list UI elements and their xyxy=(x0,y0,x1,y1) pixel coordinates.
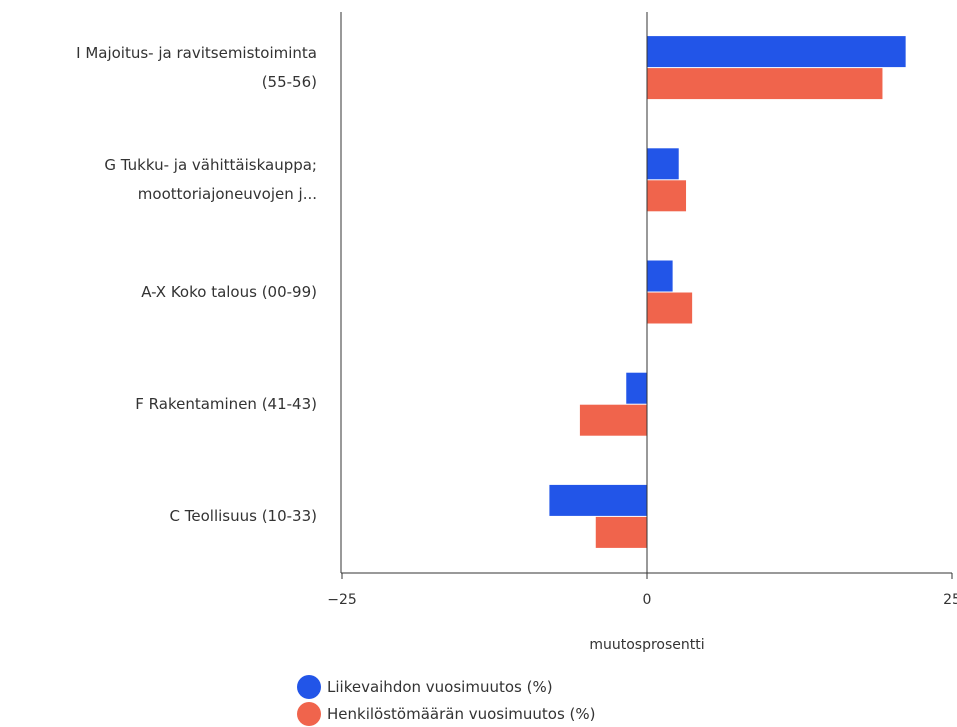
legend-swatch xyxy=(297,702,321,726)
bar-revenue-0 xyxy=(647,36,906,67)
category-label-line: A-X Koko talous (00-99) xyxy=(141,278,317,307)
category-label-line: I Majoitus- ja ravitsemistoiminta xyxy=(76,39,317,68)
bar-personnel-2 xyxy=(647,293,692,324)
bar-personnel-3 xyxy=(580,405,647,436)
category-label-line: C Teollisuus (10-33) xyxy=(170,502,317,531)
category-label-line: (55-56) xyxy=(76,68,317,97)
bar-revenue-3 xyxy=(626,373,647,404)
category-label-line: G Tukku- ja vähittäiskauppa; xyxy=(104,151,317,180)
bar-personnel-1 xyxy=(647,180,686,211)
legend-label: Henkilöstömäärän vuosimuutos (%) xyxy=(327,705,595,723)
legend-item[interactable]: Henkilöstömäärän vuosimuutos (%) xyxy=(297,700,595,727)
bar-personnel-0 xyxy=(647,68,882,99)
category-label-line: F Rakentaminen (41-43) xyxy=(135,390,317,419)
x-axis-title: muutosprosentti xyxy=(589,637,704,653)
x-tick-label: 25 xyxy=(943,592,957,608)
x-tick-label: 0 xyxy=(643,592,652,608)
x-tick-label: −25 xyxy=(327,592,357,608)
bar-personnel-4 xyxy=(596,517,647,548)
category-label: F Rakentaminen (41-43) xyxy=(135,390,317,419)
bar-revenue-4 xyxy=(549,485,647,516)
category-label-line: moottoriajoneuvojen j... xyxy=(104,180,317,209)
legend: Liikevaihdon vuosimuutos (%) Henkilöstömä… xyxy=(297,673,595,727)
category-label: G Tukku- ja vähittäiskauppa; moottoriajon… xyxy=(104,151,317,209)
category-label: C Teollisuus (10-33) xyxy=(170,502,317,531)
legend-item[interactable]: Liikevaihdon vuosimuutos (%) xyxy=(297,673,595,700)
category-label: I Majoitus- ja ravitsemistoiminta (55-56) xyxy=(76,39,317,97)
bar-revenue-1 xyxy=(647,148,679,179)
bar-revenue-2 xyxy=(647,261,673,292)
category-label: A-X Koko talous (00-99) xyxy=(141,278,317,307)
legend-label: Liikevaihdon vuosimuutos (%) xyxy=(327,678,553,696)
legend-swatch xyxy=(297,675,321,699)
